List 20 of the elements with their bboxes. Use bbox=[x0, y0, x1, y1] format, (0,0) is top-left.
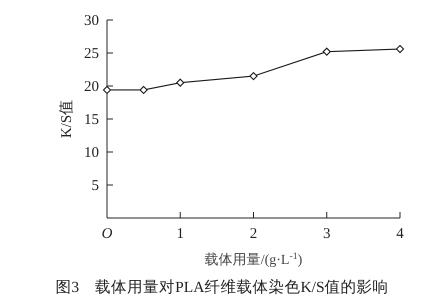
point bbox=[249, 72, 258, 80]
y-tick-label: 25 bbox=[84, 46, 99, 62]
x-tick-label: 3 bbox=[323, 226, 330, 242]
y-tick-label: 30 bbox=[84, 13, 99, 29]
point bbox=[176, 78, 184, 87]
x-axis-title: 载体用量/(g·L$^{-1}$) bbox=[204, 250, 303, 268]
x-tick-label: 4 bbox=[396, 226, 404, 242]
point bbox=[102, 86, 112, 94]
y-tick-label: 10 bbox=[84, 145, 99, 161]
y-tick-label: 5 bbox=[92, 178, 99, 194]
x-tick-label: 2 bbox=[250, 226, 258, 242]
point bbox=[396, 44, 404, 54]
point bbox=[140, 86, 148, 94]
y-tick-label: 20 bbox=[84, 79, 99, 95]
x-tick-label: 1 bbox=[176, 226, 184, 242]
point bbox=[322, 48, 331, 56]
text: 图3 载体用量对PLA纤维载体染色K/S值的影响 bbox=[55, 278, 389, 296]
y-tick-label: 15 bbox=[84, 112, 99, 128]
y-axis-title: K/S值 bbox=[59, 100, 75, 138]
x-tick-label: O bbox=[102, 226, 113, 242]
